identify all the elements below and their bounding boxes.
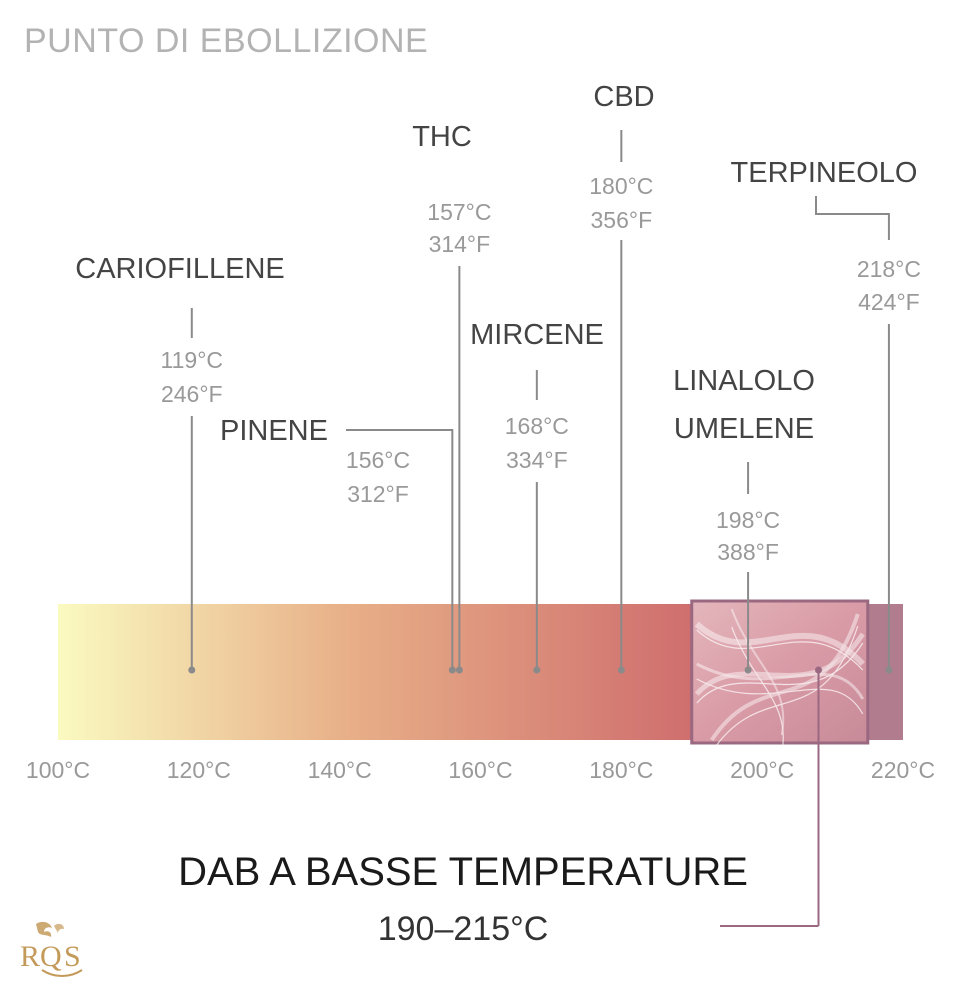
axis-tick-label: 120°C [167, 757, 231, 783]
axis-tick-label: 140°C [308, 757, 372, 783]
smoke-wisp [731, 626, 784, 754]
compound-marker [448, 666, 456, 674]
smoke-wisp [696, 662, 865, 700]
smoke-wisp [696, 642, 864, 704]
compound-fahrenheit: 424°F [858, 289, 920, 315]
smoke-wisp [711, 625, 859, 753]
compound-fahrenheit: 388°F [717, 539, 779, 565]
highlight-range-title: DAB A BASSE TEMPERATURE [178, 850, 748, 894]
leader-elbow [815, 196, 890, 240]
highlight-range-box [690, 599, 870, 745]
compound-fahrenheit: 356°F [591, 207, 653, 233]
compound-marker [188, 666, 196, 674]
compound-marker [744, 666, 752, 674]
compound-name: UMELENE [674, 413, 814, 445]
compound-name: CBD [593, 81, 654, 113]
temperature-scale-bar [58, 604, 692, 740]
svg-text:R: R [20, 940, 40, 973]
compound-celsius: 180°C [589, 173, 653, 199]
leader-line [346, 429, 454, 670]
compound-name: LINALOLO [673, 365, 815, 397]
svg-text:Q: Q [40, 940, 62, 973]
compound-celsius: 198°C [716, 507, 780, 533]
compound-name: MIRCENE [470, 319, 604, 351]
range-callout-dot [815, 666, 822, 674]
compound-celsius: 157°C [427, 199, 491, 225]
svg-text:S: S [64, 940, 81, 973]
chart-title: PUNTO DI EBOLLIZIONE [24, 22, 429, 60]
compound-fahrenheit: 246°F [161, 381, 223, 407]
smoke-texture [694, 608, 865, 754]
compound-fahrenheit: 312°F [347, 481, 409, 507]
compound-celsius: 218°C [857, 256, 921, 282]
compound-fahrenheit: 334°F [506, 447, 568, 473]
compound-celsius: 156°C [346, 447, 410, 473]
smoke-wisp [696, 629, 864, 671]
rqs-logo-icon: R Q S [20, 921, 83, 977]
smoke-wisp [694, 632, 865, 696]
compound-name: TERPINEOLO [731, 157, 918, 189]
smoke-wisp [710, 613, 860, 742]
axis-tick-label: 160°C [448, 757, 512, 783]
compound-name: PINENE [220, 415, 328, 447]
compound-marker [455, 666, 463, 674]
highlight-range-value: 190–215°C [377, 910, 549, 948]
smoke-wisp [696, 678, 864, 715]
compound-celsius: 168°C [505, 413, 569, 439]
axis-tick-label: 100°C [26, 757, 90, 783]
compound-marker [885, 666, 893, 674]
axis-tick-label: 180°C [589, 757, 653, 783]
compound-name: THC [412, 121, 472, 153]
smoke-wisp [730, 608, 785, 736]
smoke-wisp [694, 621, 865, 667]
compound-celsius: 119°C [161, 347, 223, 373]
compound-marker [533, 666, 541, 674]
axis-tick-label: 220°C [871, 757, 935, 783]
compound-fahrenheit: 314°F [429, 231, 491, 257]
compound-name: CARIOFILLENE [75, 253, 285, 285]
compound-marker [617, 666, 625, 674]
axis-tick-label: 200°C [730, 757, 794, 783]
